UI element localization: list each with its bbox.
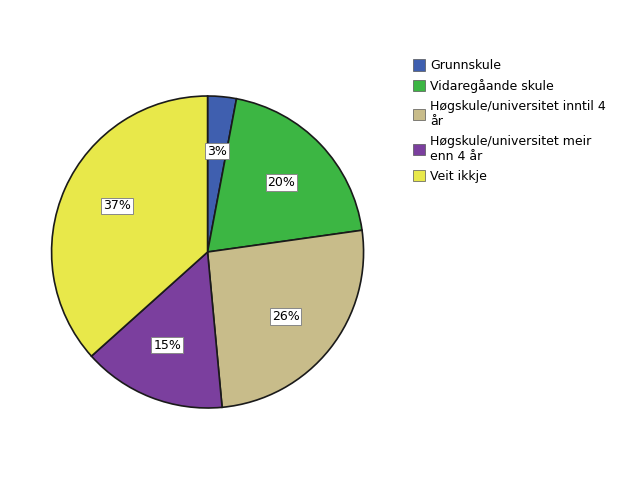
Wedge shape xyxy=(52,96,208,356)
Wedge shape xyxy=(208,99,362,252)
Text: 37%: 37% xyxy=(103,200,131,213)
Text: 3%: 3% xyxy=(207,145,227,158)
Legend: Grunnskule, Vidaregåande skule, Høgskule/universitet inntil 4
år, Høgskule/unive: Grunnskule, Vidaregåande skule, Høgskule… xyxy=(409,55,610,186)
Text: 26%: 26% xyxy=(272,310,299,323)
Wedge shape xyxy=(208,230,364,407)
Wedge shape xyxy=(91,252,222,408)
Text: 20%: 20% xyxy=(267,176,296,189)
Wedge shape xyxy=(208,96,237,252)
Text: 15%: 15% xyxy=(153,339,181,352)
